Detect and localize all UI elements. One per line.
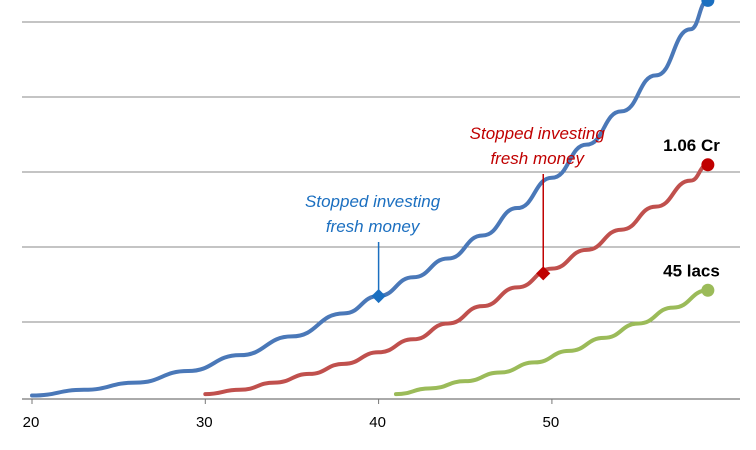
annotation-text: fresh money	[490, 149, 585, 168]
annotation-text: fresh money	[326, 217, 421, 236]
x-tick-label: 30	[196, 414, 213, 431]
x-tick-label: 20	[23, 414, 40, 431]
annotation-text: Stopped investing	[470, 124, 606, 143]
series-line	[30, 0, 710, 398]
annotation-marker	[371, 288, 386, 304]
annotation-text: Stopped investing	[305, 192, 441, 211]
series-end-label: 1.06 Cr	[663, 136, 720, 155]
annotation-marker	[536, 266, 551, 281]
series-end-marker	[701, 158, 715, 172]
series-end-marker	[701, 0, 715, 7]
series-end-marker	[701, 283, 715, 297]
series-line	[203, 162, 710, 397]
series-line	[393, 288, 710, 397]
x-tick-label: 40	[369, 414, 386, 431]
series-end-label: 45 lacs	[663, 261, 720, 280]
x-tick-label: 50	[543, 414, 560, 431]
